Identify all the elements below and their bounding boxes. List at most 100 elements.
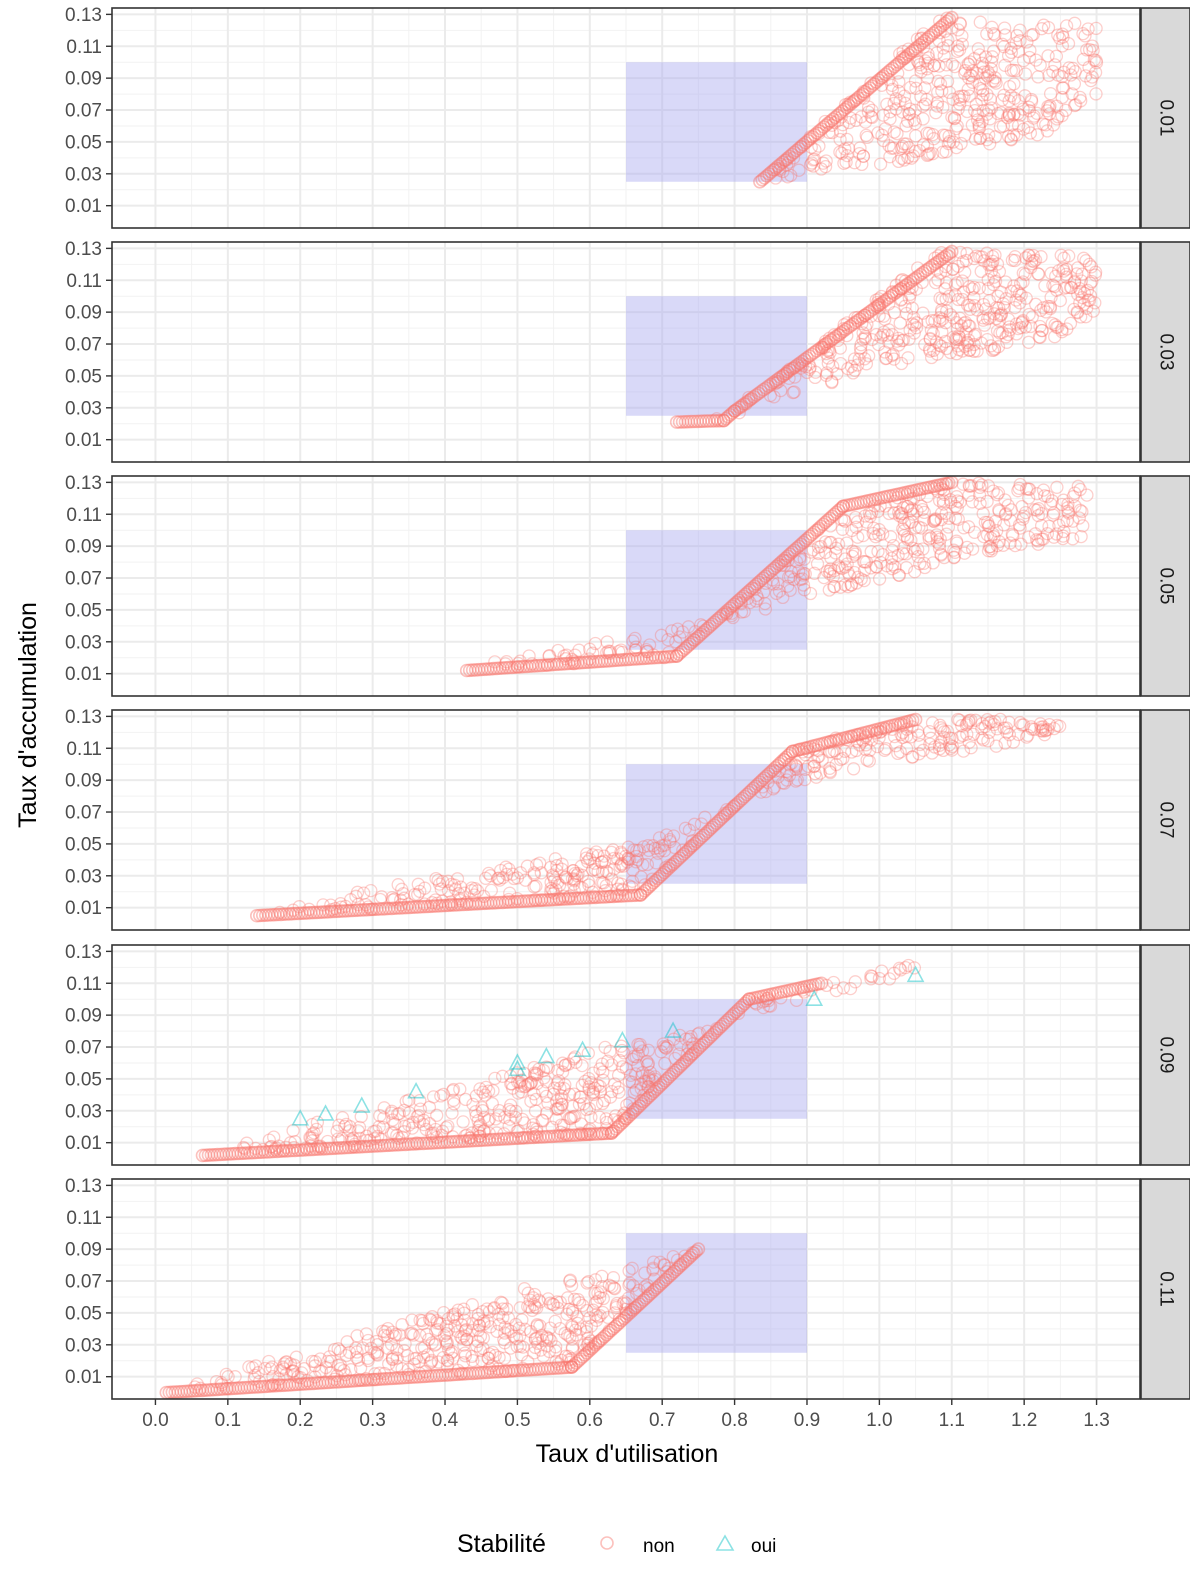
point-non	[829, 505, 844, 520]
point-non	[957, 89, 971, 103]
point-non	[500, 867, 514, 882]
point-non	[481, 1351, 496, 1365]
point-non	[554, 1353, 569, 1368]
y-tick-label: 0.01	[65, 430, 102, 451]
point-non	[330, 1124, 344, 1138]
point-non	[826, 331, 841, 346]
point-non	[939, 263, 953, 278]
point-non	[1067, 275, 1082, 290]
point-non	[827, 580, 842, 594]
y-tick-label: 0.05	[65, 1069, 102, 1090]
point-non	[510, 891, 524, 906]
point-non	[309, 1122, 324, 1137]
point-non	[915, 275, 929, 290]
point-non	[938, 282, 952, 296]
point-non	[1024, 260, 1038, 275]
point-non	[430, 1108, 444, 1122]
point-non	[417, 1369, 432, 1384]
point-non	[680, 1252, 695, 1267]
point-non	[923, 737, 937, 751]
point-non	[573, 891, 588, 906]
point-non	[455, 1134, 470, 1149]
point-non	[1030, 503, 1044, 517]
panel-border	[111, 475, 1141, 697]
point-non	[840, 557, 854, 571]
point-non	[926, 343, 941, 358]
point-non	[1082, 42, 1097, 57]
point-non	[823, 734, 838, 749]
point-non	[297, 906, 312, 920]
point-non	[654, 1045, 668, 1059]
point-non	[768, 760, 782, 775]
point-non	[1088, 268, 1102, 282]
point-non	[423, 1369, 438, 1383]
point-non	[581, 1046, 595, 1060]
point-non	[334, 900, 348, 914]
point-non	[939, 316, 953, 330]
point-non	[819, 368, 833, 383]
point-non	[431, 1355, 446, 1369]
point-non	[792, 163, 806, 177]
point-non	[1001, 129, 1016, 144]
point-non	[496, 1302, 510, 1316]
x-tick-label: 0.0	[142, 1410, 168, 1431]
facet-strip-label: 0.07	[1156, 802, 1177, 839]
point-non	[286, 903, 300, 917]
point-non	[851, 90, 865, 105]
point-non	[916, 99, 930, 113]
point-non	[279, 1378, 294, 1392]
point-non	[838, 730, 853, 745]
point-non	[580, 1346, 594, 1360]
point-non	[898, 299, 912, 313]
point-non	[549, 1112, 563, 1126]
point-non	[766, 375, 781, 390]
y-tick-label: 0.11	[66, 739, 102, 760]
point-non	[909, 129, 923, 143]
point-non	[694, 1038, 709, 1052]
point-non	[595, 1057, 609, 1071]
point-non	[789, 759, 803, 773]
point-non	[547, 1081, 562, 1095]
point-non	[1012, 481, 1026, 496]
y-tick-label: 0.11	[66, 37, 102, 58]
point-non	[716, 810, 730, 824]
point-non	[565, 1318, 579, 1333]
point-non	[855, 726, 870, 741]
point-non	[411, 1370, 426, 1384]
point-non	[630, 853, 645, 867]
point-non	[609, 653, 624, 668]
point-non	[877, 490, 892, 505]
point-non	[985, 343, 1000, 358]
point-non	[1077, 251, 1091, 265]
point-non	[844, 729, 858, 744]
point-non	[261, 908, 276, 922]
point-non	[1067, 302, 1081, 317]
point-non	[468, 882, 482, 896]
point-non	[820, 564, 834, 578]
point-non	[506, 1131, 520, 1146]
point-non	[1062, 61, 1076, 75]
point-non	[999, 330, 1013, 344]
point-non	[819, 336, 834, 351]
point-non	[262, 1354, 276, 1369]
point-non	[1035, 532, 1049, 546]
point-non	[811, 743, 825, 758]
point-non	[204, 1383, 219, 1397]
point-non	[729, 595, 744, 610]
point-non	[377, 1366, 392, 1381]
point-non	[435, 898, 450, 913]
point-non	[641, 1057, 656, 1071]
point-non	[924, 731, 938, 745]
point-non	[887, 966, 901, 980]
point-non	[1029, 533, 1044, 547]
point-non	[615, 652, 630, 667]
point-non	[550, 1295, 564, 1309]
point-non	[630, 843, 644, 858]
point-non	[746, 781, 761, 796]
point-non	[896, 725, 910, 740]
point-non	[694, 817, 709, 831]
point-non	[527, 1087, 541, 1101]
point-non	[536, 1130, 550, 1144]
point-non	[852, 352, 866, 366]
point-non	[917, 34, 932, 48]
